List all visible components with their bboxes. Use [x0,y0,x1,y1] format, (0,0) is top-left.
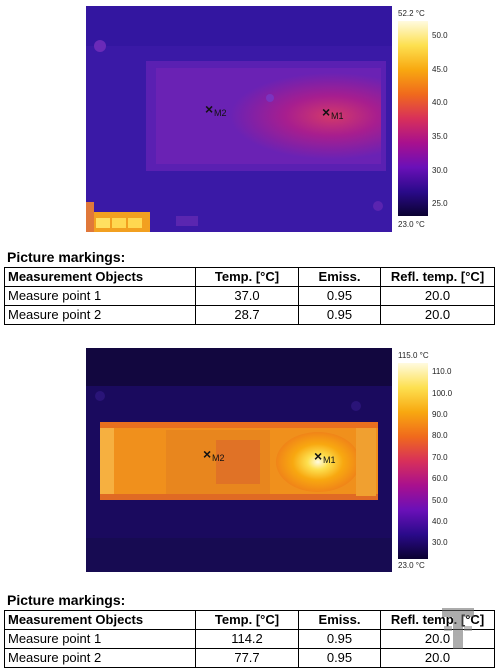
crosshair-icon: × [322,104,331,120]
table-header-row: Measurement Objects Temp. [°C] Emiss. Re… [4,610,495,630]
thermal-image-1: × M2 × M1 [86,6,392,232]
measurement-table-2: Measurement Objects Temp. [°C] Emiss. Re… [4,610,495,668]
section-title-1: Picture markings: [7,249,126,265]
tweaktown-logo-icon [438,604,478,654]
table-row: Measure point 2 77.7 0.95 20.0 [4,648,495,668]
scale-min-label: 23.0 °C [398,220,425,229]
color-scale-bar [398,363,428,559]
table-row: Measure point 2 28.7 0.95 20.0 [4,305,495,325]
crosshair-icon: × [314,448,323,464]
crosshair-icon: × [205,101,214,117]
crosshair-icon: × [203,446,212,462]
section-title-2: Picture markings: [7,592,126,608]
scale-min-label: 23.0 °C [398,561,425,570]
table-header-row: Measurement Objects Temp. [°C] Emiss. Re… [4,267,495,287]
measurement-table-1: Measurement Objects Temp. [°C] Emiss. Re… [4,267,495,325]
scale-max-label: 115.0 °C [398,351,429,360]
scale-max-label: 52.2 °C [398,9,425,18]
temperature-scale-1: 52.2 °C 50.0 45.0 40.0 35.0 30.0 25.0 23… [398,9,448,229]
table-row: Measure point 1 37.0 0.95 20.0 [4,286,495,306]
table-row: Measure point 1 114.2 0.95 20.0 [4,629,495,649]
temperature-scale-2: 115.0 °C 110.0 100.0 90.0 80.0 70.0 60.0… [398,351,453,570]
thermal-image-2: × M2 × M1 [86,348,392,572]
color-scale-bar [398,21,428,216]
